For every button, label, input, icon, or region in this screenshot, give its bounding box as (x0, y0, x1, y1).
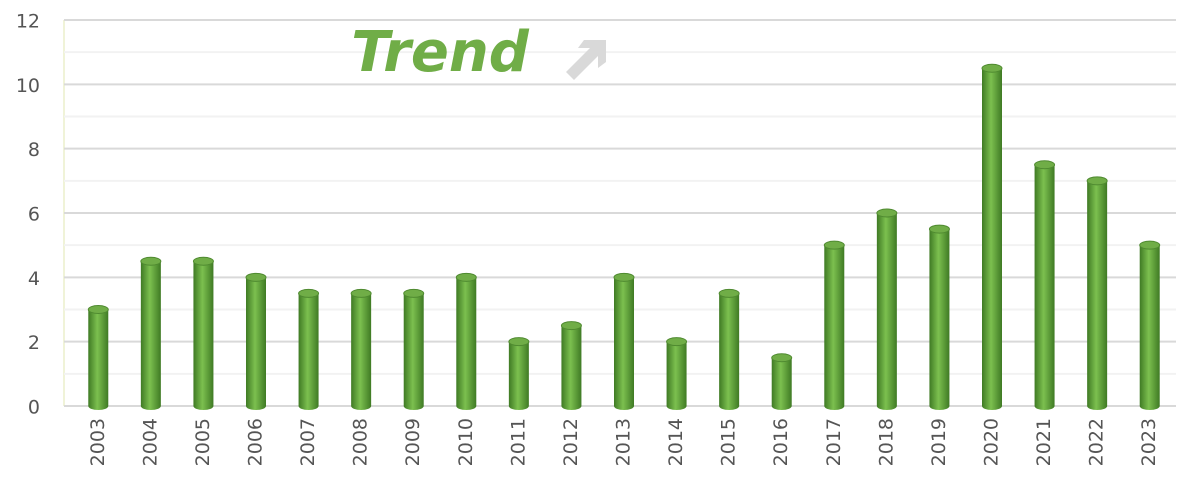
trend-arrow-icon (566, 40, 606, 80)
bar-body (456, 277, 477, 410)
bar-top (245, 272, 267, 282)
bar-body (351, 293, 372, 410)
y-tick-label: 10 (16, 75, 40, 97)
bar-top (350, 288, 372, 298)
y-tick-label: 0 (28, 397, 40, 419)
y-tick-label: 4 (28, 268, 40, 290)
bar-top (298, 288, 320, 298)
bar (298, 288, 320, 410)
x-tick-label: 2005 (192, 418, 214, 466)
bar-body (771, 357, 792, 410)
x-tick-label: 2017 (823, 418, 845, 466)
bar (771, 353, 793, 410)
bar-body (1087, 180, 1108, 410)
x-tick-label: 2008 (350, 418, 372, 466)
bar-top (666, 337, 688, 347)
bar (508, 337, 530, 410)
bar-top (87, 305, 109, 314)
x-tick-label: 2009 (402, 418, 424, 466)
bar-top (1139, 240, 1161, 250)
bar-body (614, 277, 634, 410)
bar-body (1139, 245, 1160, 410)
bar (1086, 176, 1108, 410)
bar-top (140, 256, 162, 266)
bar (87, 305, 109, 410)
x-tick-label: 2010 (455, 418, 477, 466)
bar-top (1086, 176, 1108, 186)
x-tick-label: 2012 (560, 418, 582, 466)
x-tick-label: 2014 (665, 418, 687, 466)
x-tick-label: 2011 (507, 418, 529, 466)
x-tick-label: 2018 (875, 418, 897, 466)
bar-top (192, 256, 214, 266)
bar (1139, 240, 1161, 410)
bar-top (876, 208, 898, 218)
bar-body (403, 293, 424, 410)
bar-body (140, 261, 161, 410)
bar-top (403, 288, 425, 298)
bar-body (246, 277, 266, 410)
bar-top (928, 224, 950, 234)
x-tick-label: 2015 (718, 418, 740, 466)
bar (560, 321, 582, 410)
bar (403, 288, 425, 410)
bar-top (718, 288, 740, 298)
x-tick-label: 2006 (245, 418, 267, 466)
bar (981, 63, 1003, 410)
bar-body (666, 341, 687, 410)
chart-title: Trend (351, 20, 530, 85)
bar-body (298, 293, 319, 410)
x-tick-label: 2023 (1138, 418, 1160, 466)
x-tick-label: 2019 (928, 418, 950, 466)
bar (350, 288, 372, 410)
y-tick-label: 6 (28, 204, 40, 226)
y-tick-label: 8 (28, 139, 40, 161)
bar-top (771, 353, 793, 363)
x-tick-label: 2013 (613, 418, 635, 466)
x-tick-label: 2007 (297, 418, 319, 466)
bar-top (981, 63, 1003, 73)
x-tick-label: 2016 (770, 418, 792, 466)
bar-top (1034, 160, 1056, 170)
bar-body (1034, 164, 1055, 410)
bar-top (823, 240, 845, 250)
bar-body (876, 213, 897, 410)
bar-body (88, 309, 109, 410)
x-tick-label: 2021 (1033, 418, 1055, 466)
bar-body (982, 68, 1002, 410)
bar (140, 256, 162, 410)
bar-body (719, 293, 740, 410)
bar (876, 208, 898, 410)
bar (1034, 160, 1056, 410)
x-tick-label: 2022 (1086, 418, 1108, 466)
bar (455, 272, 477, 410)
bar (823, 240, 845, 410)
bar (718, 288, 740, 410)
bar-top (613, 272, 635, 282)
bar (666, 337, 688, 410)
x-tick-label: 2003 (87, 418, 109, 466)
bar-top (455, 272, 477, 282)
bar-top (508, 337, 530, 347)
bar (192, 256, 214, 410)
bar-body (929, 229, 950, 410)
bar-top (560, 321, 582, 331)
y-tick-label: 2 (28, 332, 40, 354)
y-tick-label: 12 (16, 11, 40, 33)
x-tick-label: 2004 (139, 418, 161, 466)
x-tick-label: 2020 (981, 418, 1003, 466)
bar-body (824, 245, 845, 410)
bar (245, 272, 267, 410)
bar-body (193, 261, 214, 410)
bar-body (508, 341, 529, 410)
bar (613, 272, 635, 410)
bar-body (561, 325, 582, 410)
bar (928, 224, 950, 410)
